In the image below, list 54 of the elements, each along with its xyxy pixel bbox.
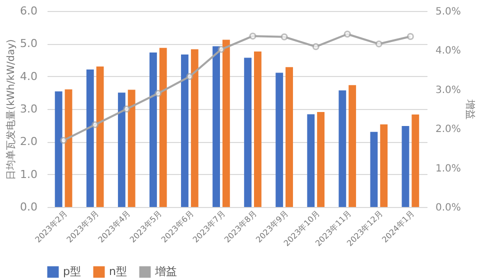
- bar: [212, 46, 220, 207]
- y-axis-title: 日均单瓦发电量(kWh/kW/day): [5, 39, 18, 180]
- y-tick-label: 0.0: [20, 200, 38, 214]
- bar: [380, 124, 388, 207]
- y-tick-label: 5.0: [20, 37, 38, 50]
- legend-label: p型: [63, 265, 81, 278]
- point: [123, 106, 130, 112]
- y-tick-label: 1.0: [20, 168, 38, 181]
- y2-tick-label: 3.0%: [436, 84, 461, 96]
- bar: [96, 66, 104, 207]
- bar: [244, 58, 252, 207]
- point: [92, 121, 99, 128]
- bar: [254, 52, 262, 207]
- bar: [286, 67, 293, 207]
- point: [344, 30, 351, 38]
- bar: [317, 112, 325, 207]
- y2-tick-label: 0.0%: [436, 202, 461, 214]
- y-tick-label: 6.0: [20, 4, 38, 18]
- bar: [338, 90, 346, 207]
- y2-tick-label: 1.0%: [436, 163, 461, 174]
- point: [218, 46, 225, 53]
- point: [154, 90, 162, 97]
- y2-tick-label: 2.0%: [436, 124, 461, 136]
- legend-label: n型: [109, 265, 127, 278]
- bar: [412, 114, 420, 207]
- point: [280, 33, 288, 40]
- bar: [159, 48, 167, 207]
- bar: [276, 72, 284, 207]
- y-tick-label: 2.0: [20, 135, 38, 148]
- bar: [222, 40, 230, 207]
- point: [249, 32, 256, 40]
- y-tick-label: 4.0: [20, 70, 38, 83]
- bar: [348, 85, 356, 207]
- bar: [307, 114, 315, 207]
- point: [60, 136, 68, 144]
- bar: [149, 52, 157, 207]
- point: [312, 43, 320, 50]
- y2-tick-label: 5.0%: [436, 6, 461, 18]
- y2-tick-label: 4.0%: [436, 46, 461, 57]
- bar: [402, 126, 410, 207]
- bar: [128, 90, 136, 207]
- bar: [370, 132, 378, 207]
- point: [186, 72, 194, 80]
- point: [375, 40, 382, 48]
- y-tick-label: 3.0: [20, 102, 38, 116]
- bar: [64, 89, 72, 207]
- bar: [54, 91, 62, 207]
- bar: [118, 92, 126, 207]
- bar: [181, 54, 188, 207]
- bar: [190, 49, 198, 207]
- y2-axis-title: 增益: [464, 98, 476, 120]
- bar: [86, 69, 94, 207]
- legend-label: 增益: [154, 265, 177, 278]
- point: [406, 32, 414, 40]
